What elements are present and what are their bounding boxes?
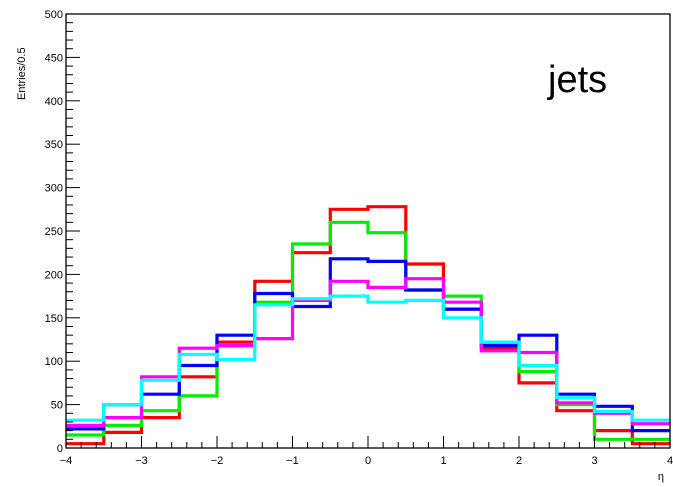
y-tick-label: 400 bbox=[45, 96, 63, 108]
x-tick-label: 1 bbox=[440, 455, 446, 467]
series-line-1 bbox=[66, 205, 670, 446]
x-tick-label: −2 bbox=[211, 455, 224, 467]
y-tick-label: 0 bbox=[57, 443, 63, 455]
y-tick-label: 450 bbox=[45, 52, 63, 64]
axis-layer: −4 −3 −2 −1 0 1 2 3 4 0 50 100 150 200 250 300 350 400 450… bbox=[45, 9, 673, 467]
jets-annotation: jets bbox=[547, 59, 607, 101]
y-tick-label: 500 bbox=[45, 9, 63, 21]
y-tick-label: 100 bbox=[45, 356, 63, 368]
x-tick-label: −1 bbox=[286, 455, 299, 467]
x-tick-label: −3 bbox=[135, 455, 148, 467]
y-tick-label: 300 bbox=[45, 183, 63, 195]
y-tick-label: 50 bbox=[51, 400, 63, 412]
y-axis-title: Entries/0.5 bbox=[16, 47, 28, 100]
y-tick-label: 250 bbox=[45, 226, 63, 238]
series-line-5 bbox=[66, 294, 670, 422]
x-tick-label: 3 bbox=[591, 455, 597, 467]
x-tick-label: 0 bbox=[365, 455, 371, 467]
series-layer bbox=[66, 205, 670, 446]
y-tick-label: 200 bbox=[45, 269, 63, 281]
x-tick-label: 2 bbox=[516, 455, 522, 467]
y-tick-label: 350 bbox=[45, 139, 63, 151]
y-tick-label: 150 bbox=[45, 313, 63, 325]
x-tick-label: −4 bbox=[60, 455, 73, 467]
x-axis-title: η bbox=[658, 471, 664, 483]
x-tick-label: 4 bbox=[667, 455, 673, 467]
series-line-2 bbox=[66, 220, 670, 441]
